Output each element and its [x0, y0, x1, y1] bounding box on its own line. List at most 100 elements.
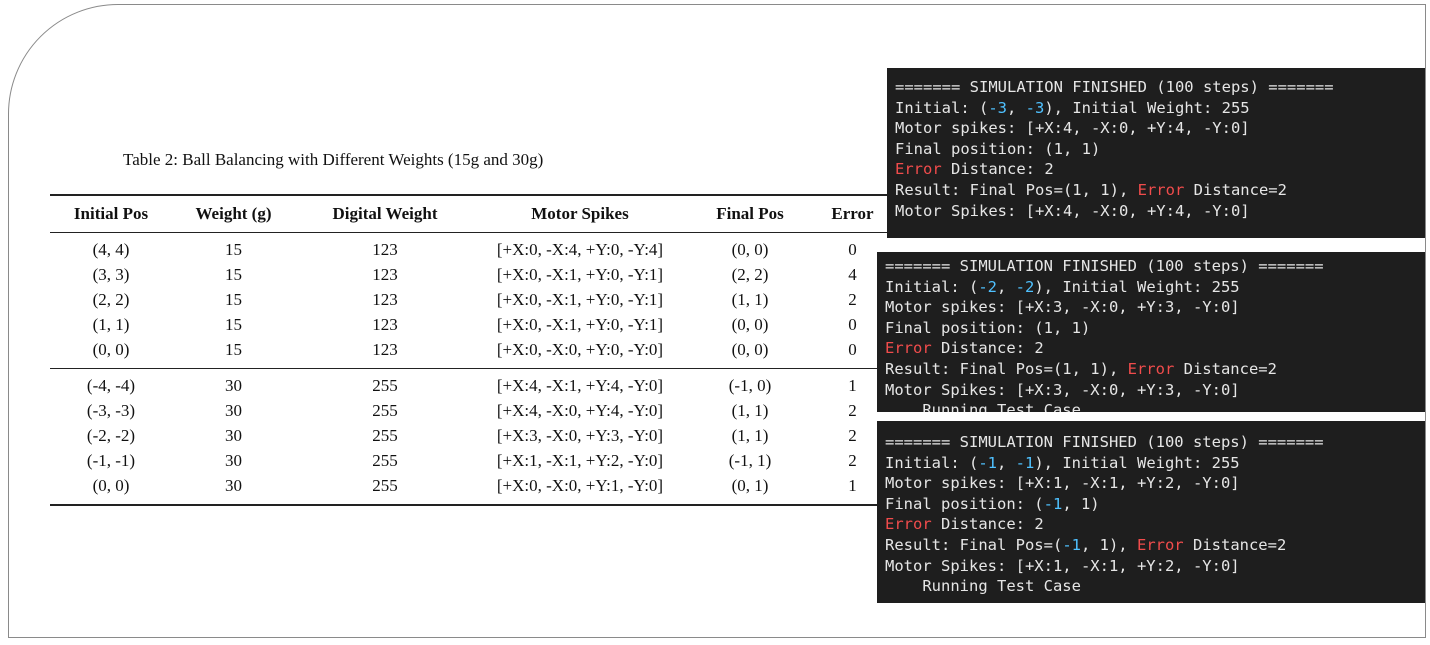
terminal-text: Distance=2 — [1183, 535, 1287, 554]
table-cell: 15 — [225, 265, 242, 284]
terminal-line: Result: Final Pos=(1, 1), Error Distance… — [877, 359, 1425, 380]
table-cell: [+X:0, -X:0, +Y:0, -Y:0] — [475, 337, 685, 369]
terminal-line: Motor Spikes: [+X:3, -X:0, +Y:3, -Y:0] — [877, 380, 1425, 401]
terminal-text: Motor spikes: [+X:1, -X:1, +Y:2, -Y:0] — [885, 474, 1240, 493]
table-cell: 0 — [848, 315, 857, 334]
table-cell: (-1, 0) — [728, 376, 772, 395]
table-cell: 255 — [295, 473, 475, 506]
table-cell: 15 — [172, 337, 295, 369]
terminal-line: Initial: (-2, -2), Initial Weight: 255 — [877, 277, 1425, 298]
terminal-text: Error — [1136, 535, 1184, 554]
terminal-text: Result: Final Pos=(1, 1), — [895, 180, 1138, 199]
terminal-line: Result: Final Pos=(1, 1), Error Distance… — [887, 180, 1425, 201]
table-cell: (1, 1) — [731, 401, 769, 420]
terminal-text: , — [997, 453, 1016, 472]
table-cell: 255 — [372, 451, 398, 470]
table-row: (0, 0) 30 255 [+X:0, -X:0, +Y:1, -Y:0] (0, 1… — [50, 473, 890, 506]
terminal-text: -1 — [1015, 453, 1035, 472]
terminal-line: Error Distance: 2 — [877, 514, 1425, 535]
table-cell: 255 — [372, 426, 398, 445]
table-cell: (-2, -2) — [86, 426, 136, 445]
terminal-text: -2 — [1015, 277, 1035, 296]
terminal-text: Error — [885, 339, 932, 358]
terminal-line: ======= SIMULATION FINISHED (100 steps) … — [887, 77, 1425, 98]
terminal-text: Final position: ( — [885, 494, 1044, 513]
terminal-text: -1 — [1043, 494, 1063, 513]
table-cell: [+X:3, -X:0, +Y:3, -Y:0] — [496, 426, 664, 445]
terminal-line: Running Test Case — [877, 576, 1425, 597]
terminal-text: Running Test Case — [885, 577, 1081, 596]
table-cell: [+X:4, -X:1, +Y:4, -Y:0] — [496, 376, 664, 395]
table-cell: 2 — [848, 426, 857, 445]
terminal-line: Running Test Case — [877, 400, 1425, 412]
table-cell: 15 — [225, 315, 242, 334]
terminal-text: ======= SIMULATION FINISHED (100 steps) … — [885, 257, 1324, 275]
table-row: (-2, -2) 30 255 [+X:3, -X:0, +Y:3, -Y:0] (1,… — [50, 423, 890, 448]
terminal-line: Error Distance: 2 — [887, 159, 1425, 180]
table-row: (0, 0) 15 123 [+X:0, -X:0, +Y:0, -Y:0] (0, 0… — [50, 337, 890, 369]
terminal-line: Final position: (1, 1) — [877, 318, 1425, 339]
terminal-text: Motor Spikes: [+X:1, -X:1, +Y:2, -Y:0] — [885, 556, 1240, 575]
table-cell: 2 — [848, 451, 857, 470]
table-cell: 255 — [372, 376, 398, 395]
table-cell: (2, 2) — [731, 265, 769, 284]
header-cell: Weight (g) — [172, 194, 295, 233]
terminal-text: Distance: 2 — [931, 515, 1044, 534]
terminal-text: Error — [1127, 359, 1175, 378]
terminal-text: ======= SIMULATION FINISHED (100 steps) … — [895, 78, 1334, 96]
table-row: (-3, -3) 30 255 [+X:4, -X:0, +Y:4, -Y:0] (1,… — [50, 398, 890, 423]
table-cell: (4, 4) — [92, 240, 130, 259]
table-row: (4, 4) 15 123 [+X:0, -X:4, +Y:0, -Y:4] (0, 0… — [50, 233, 890, 263]
table-cell: 123 — [372, 240, 398, 259]
table-cell: 4 — [848, 265, 857, 284]
terminal-panel: ======= SIMULATION FINISHED (100 steps) … — [877, 421, 1425, 603]
terminal-text: Final position: (1, 1) — [895, 139, 1101, 158]
terminal-text: -3 — [988, 98, 1007, 117]
terminal-text: Initial: ( — [885, 277, 979, 296]
terminal-line: Motor spikes: [+X:3, -X:0, +Y:3, -Y:0] — [877, 297, 1425, 318]
terminal-text: Initial: ( — [895, 98, 989, 117]
terminal-panel: ======= SIMULATION FINISHED (100 steps) … — [877, 252, 1425, 412]
table-cell: (0, 0) — [50, 337, 172, 369]
table-cell: [+X:0, -X:1, +Y:0, -Y:1] — [496, 265, 664, 284]
header-row: Initial Pos Weight (g) Digital Weight Motor… — [50, 194, 890, 233]
table-cell: 30 — [225, 451, 242, 470]
table-body: (4, 4) 15 123 [+X:0, -X:4, +Y:0, -Y:4] (0, 0… — [50, 233, 890, 506]
terminal-text: , — [997, 277, 1016, 296]
terminal-text: -3 — [1025, 98, 1045, 117]
terminal-line: Final position: (-1, 1) — [877, 494, 1425, 515]
table-cell: [+X:0, -X:4, +Y:0, -Y:4] — [496, 240, 664, 259]
table-row: (3, 3) 15 123 [+X:0, -X:1, +Y:0, -Y:1] (2, 2… — [50, 262, 890, 287]
table-cell: (0, 0) — [731, 315, 769, 334]
terminal-line: Motor Spikes: [+X:1, -X:1, +Y:2, -Y:0] — [877, 556, 1425, 577]
table-cell: [+X:4, -X:0, +Y:4, -Y:0] — [496, 401, 664, 420]
terminal-text: ), Initial Weight: 255 — [1034, 277, 1240, 296]
terminal-text: Distance=2 — [1174, 359, 1277, 378]
header-cell: Digital Weight — [295, 194, 475, 233]
header-cell: Initial Pos — [50, 194, 172, 233]
terminal-text: Initial: ( — [885, 453, 979, 472]
table-cell: (1, 1) — [731, 426, 769, 445]
terminal-text: Error — [885, 515, 932, 534]
table-cell: 30 — [225, 401, 242, 420]
terminal-text: Motor Spikes: [+X:3, -X:0, +Y:3, -Y:0] — [885, 380, 1240, 399]
table-cell: (1, 1) — [731, 290, 769, 309]
header-cell: Motor Spikes — [475, 194, 685, 233]
terminal-text: Distance: 2 — [941, 160, 1054, 179]
terminal-text: Running Test Case — [885, 401, 1081, 412]
table-cell: 0 — [848, 240, 857, 259]
table-cell: (3, 3) — [92, 265, 130, 284]
table-cell: (1, 1) — [92, 315, 130, 334]
terminal-text: Error — [895, 160, 942, 179]
table-cell: 15 — [225, 290, 242, 309]
terminal-text: -1 — [1062, 535, 1081, 554]
table-cell: 123 — [372, 290, 398, 309]
terminal-text: , 1), — [1080, 535, 1137, 554]
table-caption: Table 2: Ball Balancing with Different W… — [123, 150, 544, 169]
terminal-text: Result: Final Pos=(1, 1), — [885, 359, 1128, 378]
table-cell: (0, 0) — [50, 473, 172, 506]
table-cell: (2, 2) — [92, 290, 130, 309]
results-table: Initial Pos Weight (g) Digital Weight Motor… — [50, 194, 890, 506]
table-cell: 123 — [295, 337, 475, 369]
